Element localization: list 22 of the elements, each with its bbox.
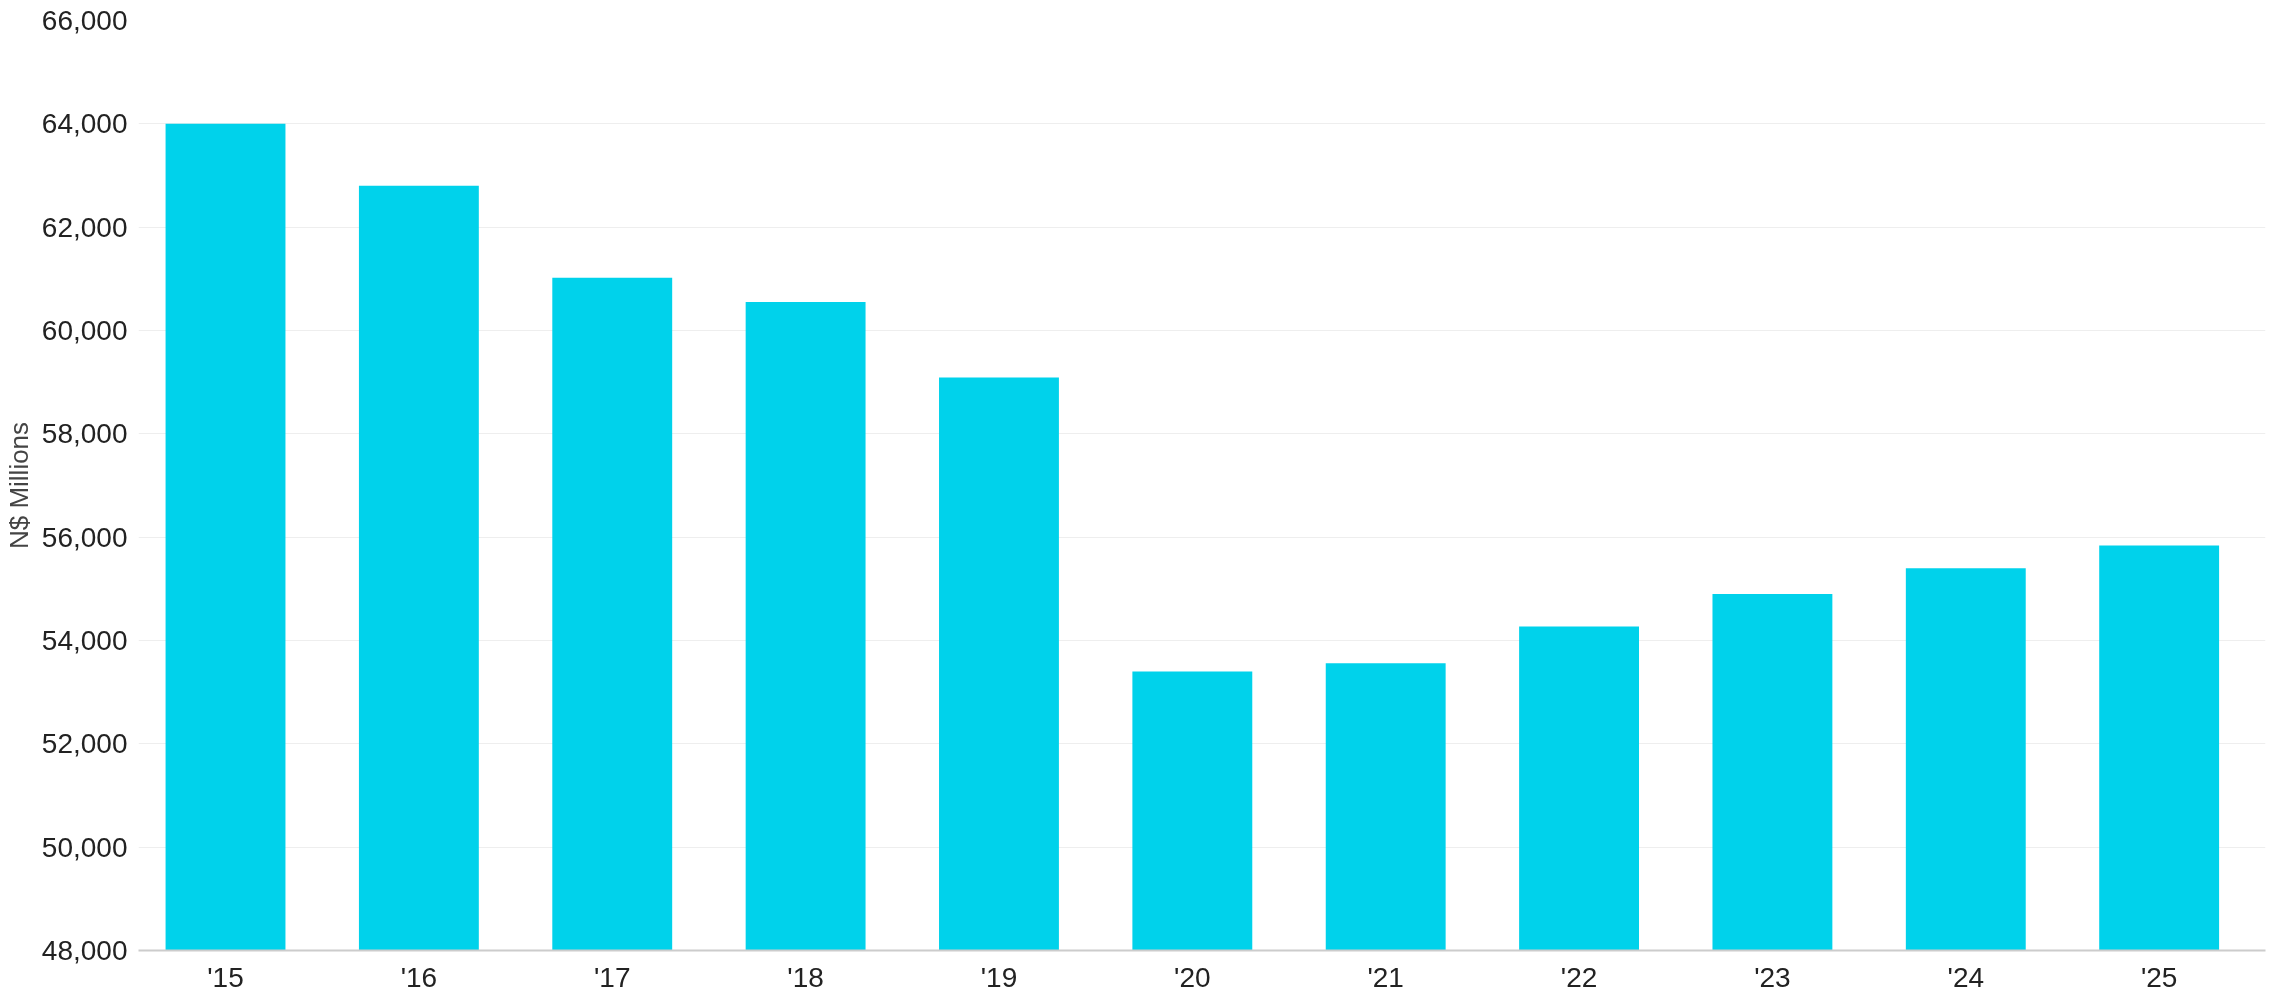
y-tick-label: 48,000 [41, 935, 128, 966]
y-tick-label: 62,000 [41, 211, 128, 243]
y-tick-label: 58,000 [41, 418, 128, 450]
y-tick-label: 66,000 [41, 5, 128, 36]
x-tick-label: '15 [207, 961, 244, 993]
x-tick-label: '17 [594, 961, 631, 993]
x-tick-label: '20 [1174, 961, 1211, 993]
x-tick-label: '25 [2140, 961, 2178, 993]
y-axis-title: N$ Millions [3, 421, 34, 550]
x-tick-label: '16 [400, 961, 438, 993]
y-tick-label: 52,000 [41, 728, 128, 760]
x-tick-label: '19 [980, 961, 1018, 993]
y-tick-label: 64,000 [41, 108, 128, 140]
y-tick-label: 54,000 [41, 625, 128, 656]
y-tick-label: 60,000 [41, 315, 128, 346]
x-tick-label: '23 [1754, 961, 1791, 993]
x-tick-label: '22 [1560, 961, 1598, 993]
x-tick-label: '21 [1367, 961, 1404, 993]
x-tick-label: '18 [787, 961, 824, 993]
x-tick-label: '24 [1947, 961, 1985, 993]
y-tick-label: 56,000 [41, 521, 128, 553]
y-tick-label: 50,000 [41, 831, 128, 863]
